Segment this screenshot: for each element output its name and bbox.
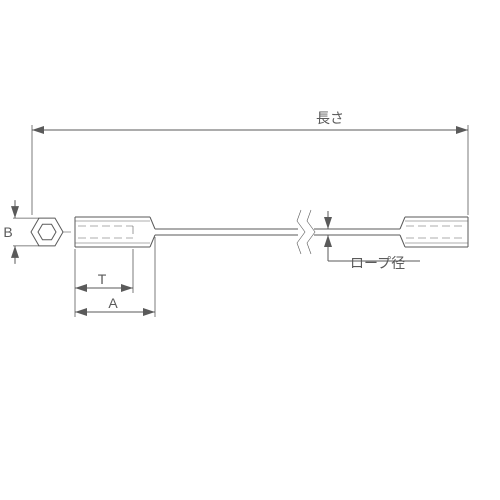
label-B: B [3,224,12,240]
label-T: T [98,271,107,287]
label-length: 長さ [316,110,344,126]
label-A: A [108,295,118,311]
label-rope-diameter: ロープ径 [350,255,405,271]
